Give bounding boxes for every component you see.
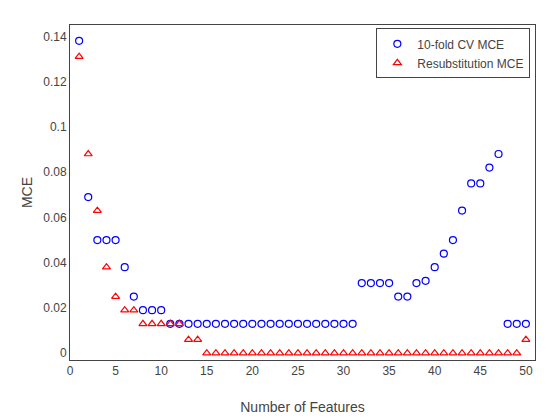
svg-text:0.02: 0.02 (43, 301, 67, 315)
svg-text:Number of Features: Number of Features (240, 399, 365, 415)
svg-text:0.12: 0.12 (43, 75, 67, 89)
svg-text:15: 15 (200, 364, 214, 378)
svg-text:0.08: 0.08 (43, 165, 67, 179)
svg-text:10: 10 (155, 364, 169, 378)
svg-text:40: 40 (428, 364, 442, 378)
svg-text:10-fold CV MCE: 10-fold CV MCE (417, 38, 504, 52)
svg-text:MCE: MCE (19, 177, 35, 208)
svg-text:0.06: 0.06 (43, 211, 67, 225)
svg-text:0.14: 0.14 (43, 30, 67, 44)
svg-text:30: 30 (337, 364, 351, 378)
svg-text:0.1: 0.1 (50, 120, 67, 134)
svg-text:45: 45 (474, 364, 488, 378)
svg-text:5: 5 (112, 364, 119, 378)
svg-text:0: 0 (67, 364, 74, 378)
svg-text:20: 20 (246, 364, 260, 378)
svg-text:35: 35 (382, 364, 396, 378)
svg-text:Resubstitution MCE: Resubstitution MCE (417, 57, 523, 71)
svg-text:50: 50 (519, 364, 533, 378)
svg-text:25: 25 (291, 364, 305, 378)
svg-text:0: 0 (60, 346, 67, 360)
svg-text:0.04: 0.04 (43, 256, 67, 270)
